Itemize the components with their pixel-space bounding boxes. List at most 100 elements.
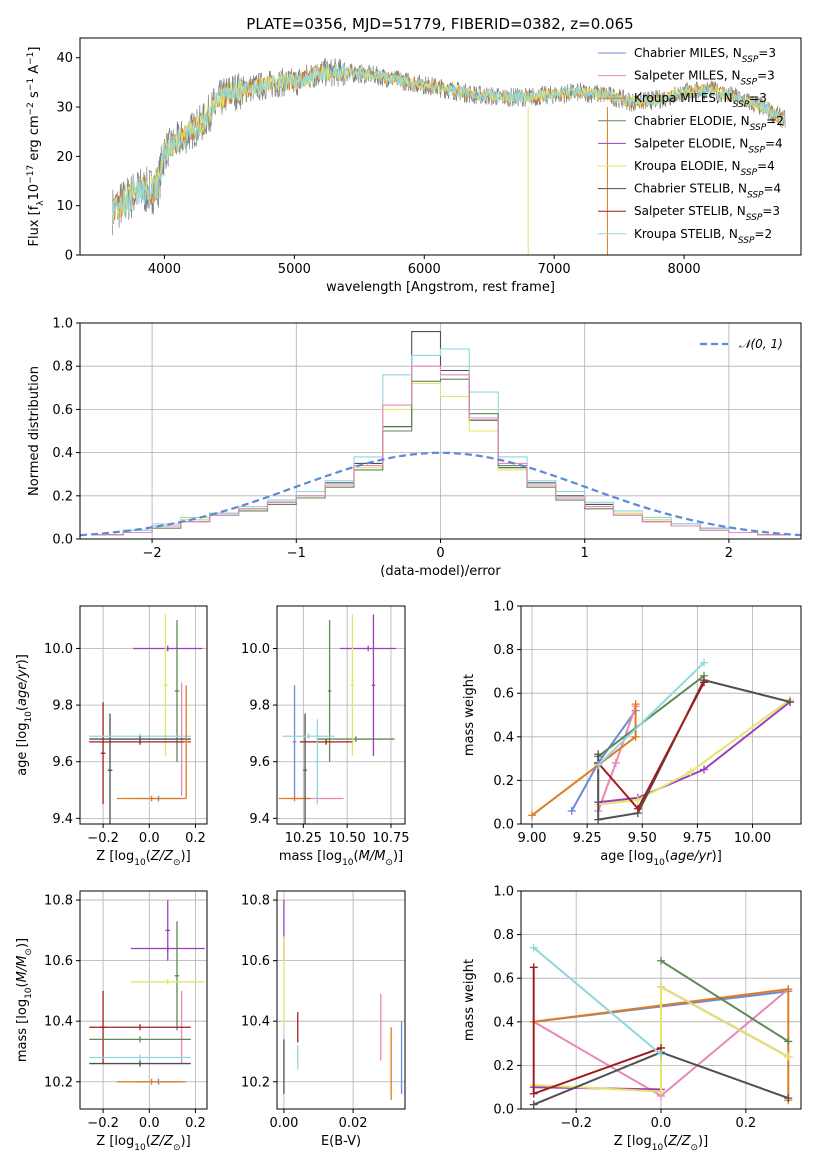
x-tick-label: 0.02: [339, 1116, 368, 1131]
label-part: Z [: [614, 1134, 632, 1149]
x-tick-label: 0.00: [269, 1116, 298, 1131]
legend-sub: SSP: [733, 100, 750, 110]
label-part: ⊙: [24, 948, 34, 956]
label-part: )]: [181, 849, 191, 864]
legend-text: Kroupa ELODIE, N: [634, 159, 741, 173]
y-tick-label: 0.4: [52, 446, 73, 461]
normal-curve: [80, 451, 801, 537]
x-axis-label: Z [log10(Z/Z⊙)]: [614, 1134, 708, 1153]
plot-area: [89, 614, 203, 824]
y-tick-label: 10.2: [44, 1075, 73, 1090]
label-part: )]: [15, 938, 30, 948]
legend-entry: Salpeter MILES, NSSP=3: [634, 69, 775, 88]
x-tick-label: 8000: [668, 262, 701, 277]
label-part: log: [322, 849, 342, 864]
weight-line: [598, 698, 791, 806]
label-part: ]: [27, 47, 42, 52]
weight-marker: [699, 765, 708, 774]
y-tick-label: 0.8: [493, 643, 514, 658]
y-tick-label: 10.8: [241, 894, 270, 909]
label-part: age/yr: [15, 663, 30, 706]
x-tick-label: −1: [287, 546, 306, 561]
x-tick-label: 10.50: [329, 831, 366, 846]
weight-marker: [567, 806, 576, 815]
weight-marker: [631, 732, 640, 741]
label-part: age/yr: [670, 849, 713, 864]
label-part: log: [632, 1134, 652, 1149]
legend-sub: SSP: [748, 145, 765, 155]
y-tick-label: 9.8: [52, 699, 73, 714]
x-tick-label: 0.2: [185, 1116, 206, 1131]
weight-marker: [594, 815, 603, 824]
weight-marker: [784, 1037, 793, 1046]
weight-marker: [784, 1094, 793, 1103]
x-axis-label: Z [log10(Z/Z⊙)]: [96, 1134, 190, 1153]
y-tick-label: 9.8: [249, 699, 270, 714]
label-part: )]: [15, 654, 30, 664]
y-tick-label: 0.6: [493, 972, 514, 987]
plot-area: [112, 57, 786, 255]
label-part: 10: [24, 987, 34, 999]
y-tick-label: 10.8: [44, 894, 73, 909]
weight-marker: [633, 804, 642, 813]
legend-tail: =4: [757, 159, 775, 173]
label-part: )]: [393, 849, 403, 864]
x-tick-label: 9.75: [683, 831, 712, 846]
x-tick-label: 10.00: [734, 831, 771, 846]
plot-area: [528, 658, 794, 824]
label-part: log: [15, 723, 30, 743]
weight-marker: [657, 1087, 665, 1096]
label-part: M/M: [15, 956, 30, 983]
weight-marker: [594, 750, 603, 759]
y-axis-label: mass [log10(M/M⊙)]: [15, 938, 34, 1062]
legend-tail: =2: [766, 114, 784, 128]
x-tick-label: 9.50: [628, 831, 657, 846]
x-axis-label: (data-model)/error: [380, 564, 501, 579]
y-tick-label: 0.4: [493, 1015, 514, 1030]
legend-sub: SSP: [746, 213, 763, 223]
label-part: ⊙: [690, 1143, 698, 1153]
label-part: E(B-V): [321, 1134, 361, 1149]
y-axis-label: Flux [fλ10−17 erg cm−2 s−1 A−1]: [26, 47, 46, 247]
label-part: age [: [15, 742, 30, 775]
label-part: (: [15, 982, 30, 987]
legend-sub: SSP: [750, 123, 767, 133]
label-part: A: [27, 65, 42, 78]
weight-marker: [528, 811, 537, 820]
legend-text: Salpeter STELIB, N: [634, 204, 746, 218]
label-part: log: [114, 1134, 134, 1149]
axes-frame: [79, 37, 802, 256]
legend-entry: 𝒩(0, 1): [739, 337, 783, 351]
weight-marker: [529, 943, 538, 952]
legend-entry: Kroupa ELODIE, NSSP=4: [634, 159, 775, 178]
x-tick-label: 6000: [408, 262, 441, 277]
y-tick-label: 0.6: [52, 403, 73, 418]
legend-entry: Chabrier MILES, NSSP=3: [634, 46, 776, 65]
x-tick-label: 9.25: [573, 831, 602, 846]
label-part: Z/Z: [150, 849, 174, 864]
label-part: Z/Z: [667, 1134, 691, 1149]
panel-1: −2 −1 0 1 2 0.0 0.2 0.4 0.6 0.8 1.0 (data-model)/er…: [27, 317, 802, 579]
label-part: −17: [26, 165, 36, 184]
label-part: )]: [712, 849, 722, 864]
x-tick-label: −2: [143, 546, 162, 561]
weight-line: [597, 661, 705, 766]
plot-area: [89, 900, 205, 1085]
y-tick-label: 9.6: [52, 755, 73, 770]
y-tick-label: 0: [65, 249, 73, 264]
y-tick-label: 20: [56, 150, 73, 165]
weight-line: [660, 959, 789, 1043]
axes-frame: [276, 605, 406, 825]
weight-line: [597, 675, 705, 758]
label-part: −1: [26, 78, 36, 91]
weight-marker: [633, 796, 642, 805]
legend-text: Salpeter ELODIE, N: [634, 136, 748, 150]
legend-tail: =2: [754, 227, 772, 241]
label-part: (: [15, 706, 30, 711]
legend-text: Kroupa STELIB, N: [634, 227, 738, 241]
x-axis-label: mass [log10(M/M⊙)]: [279, 849, 403, 868]
x-axis-label: wavelength [Angstrom, rest frame]: [326, 280, 555, 295]
label-part: (: [146, 849, 151, 864]
y-axis-label: Normed distribution: [27, 366, 42, 496]
